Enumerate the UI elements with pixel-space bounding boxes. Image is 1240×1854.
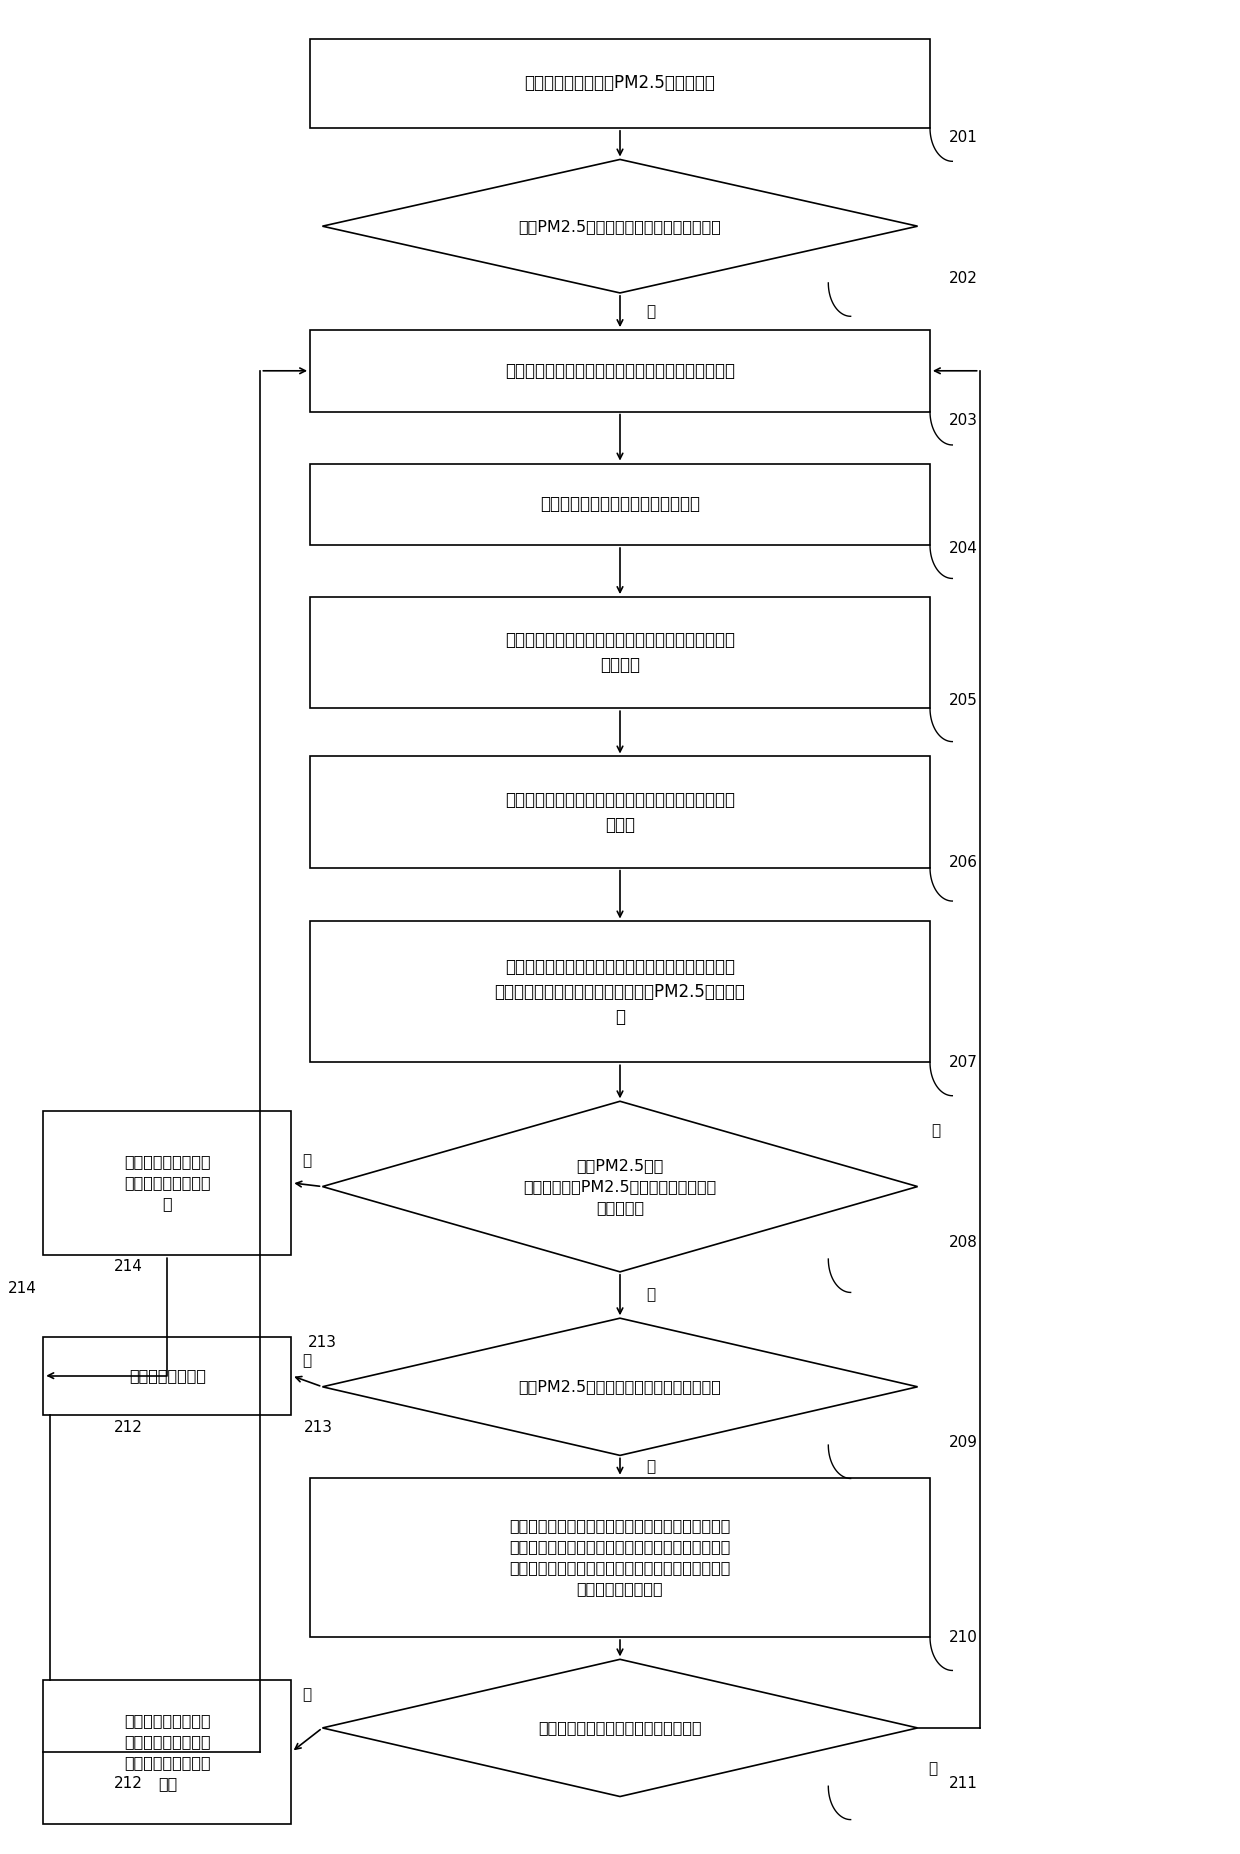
- Text: 生成报警指令并根据
报警指令发送报警信
息: 生成报警指令并根据 报警指令发送报警信 息: [124, 1155, 211, 1211]
- Text: 根据污染物排放源清单、气象数据和地形数据依据大
气化学传输模型计算预设地区的大气PM2.5浓度模拟
值: 根据污染物排放源清单、气象数据和地形数据依据大 气化学传输模型计算预设地区的大气…: [495, 959, 745, 1025]
- Text: 211: 211: [949, 1776, 977, 1791]
- Text: 天气PM2.5浓度模拟值是否大于预设浓度值: 天气PM2.5浓度模拟值是否大于预设浓度值: [518, 1379, 722, 1394]
- Text: 大气PM2.5实际浓度值是否大于预设上限值: 大气PM2.5实际浓度值是否大于预设上限值: [518, 219, 722, 234]
- Text: 否: 否: [303, 1353, 311, 1368]
- Text: 202: 202: [949, 271, 977, 286]
- Text: 从所有燃煤电厂中污染物排放量降低第二预设值的次
数最少的燃煤电厂中随机选取至少一个燃煤电厂作为
第一目标燃煤电厂，将第一目标燃煤电厂的污染物排
放量降低第二预设: 从所有燃煤电厂中污染物排放量降低第二预设值的次 数最少的燃煤电厂中随机选取至少一…: [510, 1518, 730, 1596]
- Text: 是: 是: [931, 1124, 941, 1138]
- Text: 燃煤电厂中是否存在第二目标燃煤电厂: 燃煤电厂中是否存在第二目标燃煤电厂: [538, 1721, 702, 1735]
- Text: 根据燃煤电厂的污染物排放量更新预存的污染物排放
源清单: 根据燃煤电厂的污染物排放量更新预存的污染物排放 源清单: [505, 790, 735, 834]
- Text: 是: 是: [303, 1153, 311, 1168]
- Text: 是: 是: [303, 1687, 311, 1702]
- Text: 208: 208: [949, 1235, 977, 1250]
- FancyBboxPatch shape: [310, 39, 930, 128]
- Text: 212: 212: [114, 1776, 143, 1791]
- Polygon shape: [322, 1659, 918, 1797]
- FancyBboxPatch shape: [43, 1111, 291, 1255]
- Text: 213: 213: [304, 1420, 332, 1435]
- FancyBboxPatch shape: [310, 464, 930, 545]
- Text: 206: 206: [949, 855, 977, 870]
- FancyBboxPatch shape: [310, 330, 930, 412]
- FancyBboxPatch shape: [43, 1680, 291, 1824]
- Text: 输出第二目标燃煤电
厂的污染物排放量未
进行当前一次更新时
的值: 输出第二目标燃煤电 厂的污染物排放量未 进行当前一次更新时 的值: [124, 1713, 211, 1791]
- Text: 是: 是: [646, 304, 656, 319]
- Polygon shape: [322, 1318, 918, 1455]
- FancyBboxPatch shape: [310, 756, 930, 868]
- FancyBboxPatch shape: [310, 597, 930, 708]
- Text: 输出污染物排放量: 输出污染物排放量: [129, 1368, 206, 1383]
- Polygon shape: [322, 159, 918, 293]
- FancyBboxPatch shape: [310, 1478, 930, 1637]
- Text: 209: 209: [949, 1435, 977, 1450]
- Text: 203: 203: [949, 413, 977, 428]
- Text: 212: 212: [114, 1420, 143, 1435]
- Text: 获取预设地区中至少一个燃煤电厂的污染物排放参数: 获取预设地区中至少一个燃煤电厂的污染物排放参数: [505, 362, 735, 380]
- FancyBboxPatch shape: [43, 1337, 291, 1415]
- Text: 214: 214: [9, 1281, 37, 1296]
- Text: 根据燃煤电厂的污染物排放参数计算燃煤电厂的污染
物排放量: 根据燃煤电厂的污染物排放参数计算燃煤电厂的污染 物排放量: [505, 630, 735, 675]
- FancyBboxPatch shape: [310, 921, 930, 1062]
- Polygon shape: [322, 1101, 918, 1272]
- Text: 是: 是: [646, 1459, 656, 1474]
- Text: 201: 201: [949, 130, 977, 145]
- Text: 大气PM2.5实际
浓度值和大气PM2.5浓度模拟值的差值＞
第一预设值: 大气PM2.5实际 浓度值和大气PM2.5浓度模拟值的差值＞ 第一预设值: [523, 1159, 717, 1214]
- Text: 获取预设地区的气象数据和地形数据: 获取预设地区的气象数据和地形数据: [539, 495, 701, 514]
- Text: 否: 否: [646, 1287, 656, 1303]
- Text: 210: 210: [949, 1630, 977, 1644]
- Text: 否: 否: [928, 1761, 937, 1776]
- Text: 213: 213: [308, 1335, 336, 1350]
- Text: 214: 214: [114, 1259, 143, 1274]
- Text: 205: 205: [949, 693, 977, 708]
- Text: 204: 204: [949, 541, 977, 556]
- Text: 207: 207: [949, 1055, 977, 1070]
- Text: 获取预设地区的大气PM2.5实际浓度值: 获取预设地区的大气PM2.5实际浓度值: [525, 74, 715, 93]
